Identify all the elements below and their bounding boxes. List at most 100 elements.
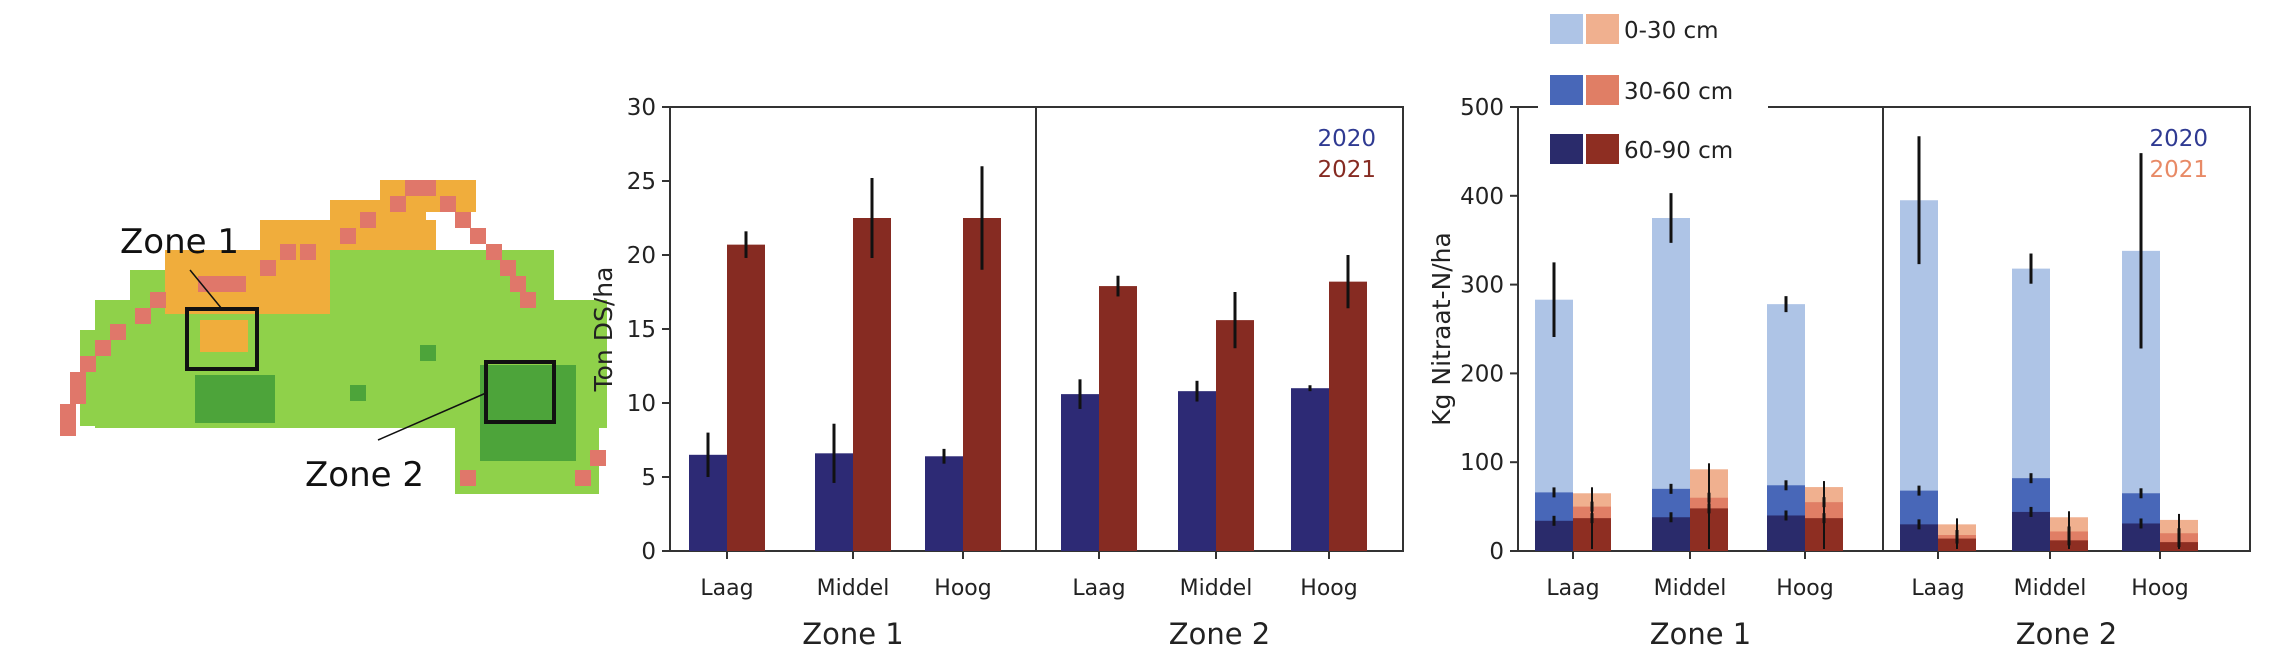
map-cell bbox=[111, 380, 127, 396]
map-cell bbox=[560, 365, 576, 381]
map-cell bbox=[510, 276, 526, 292]
map-cell bbox=[583, 382, 599, 398]
map-cell bbox=[519, 478, 535, 494]
map-cell bbox=[410, 266, 426, 282]
biomass-chart: 0 5 10 15 20 25 30 Ton DS/ha Laag Middel Hoog Laag M… bbox=[589, 95, 1404, 651]
map-cell bbox=[415, 380, 431, 396]
map-cell bbox=[346, 314, 362, 330]
map-cell bbox=[135, 308, 151, 324]
map-cell bbox=[127, 396, 143, 412]
legend-swatch-2020 bbox=[1550, 14, 1583, 44]
map-cell bbox=[528, 397, 544, 413]
map-cell bbox=[287, 364, 303, 380]
map-cell bbox=[60, 420, 76, 436]
group-label: Zone 2 bbox=[1169, 617, 1271, 651]
map-cell bbox=[528, 365, 544, 381]
map-cell bbox=[528, 381, 544, 397]
map-cell bbox=[378, 216, 394, 232]
map-cell bbox=[560, 445, 576, 461]
map-cell bbox=[544, 429, 560, 445]
y-tick-label: 15 bbox=[627, 317, 656, 343]
map-cell bbox=[583, 366, 599, 382]
map-cell bbox=[474, 266, 490, 282]
map-cell bbox=[474, 346, 490, 362]
map-cell bbox=[213, 250, 229, 266]
map-cell bbox=[442, 282, 458, 298]
map-cell bbox=[480, 429, 496, 445]
map-cell bbox=[420, 180, 436, 196]
map-cell bbox=[399, 412, 415, 428]
group-label: Zone 1 bbox=[1650, 617, 1752, 651]
map-cell bbox=[95, 340, 111, 356]
map-cell bbox=[474, 298, 490, 314]
map-cell bbox=[474, 330, 490, 346]
x-tick-label: Hoog bbox=[2131, 576, 2188, 601]
map-cell bbox=[583, 398, 599, 414]
stack-2020-layer2 bbox=[1535, 520, 1573, 551]
x-tick-label: Laag bbox=[1546, 576, 1599, 601]
map-cell bbox=[490, 330, 506, 346]
map-cell bbox=[458, 314, 474, 330]
map-cell bbox=[303, 332, 319, 348]
map-cell bbox=[399, 380, 415, 396]
map-cell bbox=[287, 380, 303, 396]
map-cell bbox=[216, 336, 232, 352]
x-tick-label: Laag bbox=[1911, 576, 1964, 601]
y-tick-label: 25 bbox=[627, 169, 656, 195]
map-cell bbox=[181, 250, 197, 266]
map-cell bbox=[506, 298, 522, 314]
legend-2020: 2020 bbox=[2149, 126, 2208, 152]
map-cell bbox=[458, 266, 474, 282]
y-tick-label: 30 bbox=[627, 95, 656, 121]
map-cell bbox=[340, 228, 356, 244]
bar-2021 bbox=[1216, 320, 1254, 551]
map-cell bbox=[271, 348, 287, 364]
map-cell bbox=[111, 364, 127, 380]
y-tick-label: 10 bbox=[627, 391, 656, 417]
depth-legend: 0-30 cm 30-60 cm 60-90 cm bbox=[1538, 5, 1768, 175]
map-cell bbox=[378, 346, 394, 362]
map-cell bbox=[490, 314, 506, 330]
map-cell bbox=[496, 445, 512, 461]
legend-swatch-2020 bbox=[1550, 134, 1583, 164]
map-cell bbox=[490, 346, 506, 362]
bar-2020 bbox=[1291, 388, 1329, 551]
map-cell bbox=[280, 244, 296, 260]
map-cell bbox=[500, 260, 516, 276]
map-cell bbox=[70, 372, 86, 388]
map-cell bbox=[335, 396, 351, 412]
map-cell bbox=[362, 298, 378, 314]
map-cell bbox=[303, 316, 319, 332]
map-cell bbox=[309, 266, 325, 282]
map-cell bbox=[431, 396, 447, 412]
legend-swatch-2021 bbox=[1586, 14, 1619, 44]
map-cell bbox=[535, 478, 551, 494]
map-cell bbox=[378, 330, 394, 346]
map-cell bbox=[415, 364, 431, 380]
map-cell bbox=[512, 365, 528, 381]
legend-label: 60-90 cm bbox=[1624, 138, 1733, 164]
map-cell bbox=[159, 316, 175, 332]
map-cell bbox=[111, 412, 127, 428]
map-cell bbox=[130, 286, 146, 302]
map-cell bbox=[538, 266, 554, 282]
x-tick-label: Middel bbox=[817, 576, 890, 601]
zone2-box bbox=[484, 360, 556, 424]
map-cell bbox=[111, 396, 127, 412]
map-cell bbox=[227, 375, 243, 391]
map-cell bbox=[143, 348, 159, 364]
map-cell bbox=[259, 391, 275, 407]
bar-2021 bbox=[1329, 281, 1367, 551]
map-cell bbox=[227, 407, 243, 423]
y-tick-label: 500 bbox=[1460, 95, 1504, 121]
map-cell bbox=[293, 266, 309, 282]
map-cell bbox=[362, 314, 378, 330]
map-cell bbox=[127, 364, 143, 380]
map-cell bbox=[551, 462, 567, 478]
map-cell bbox=[127, 412, 143, 428]
map-cell bbox=[260, 236, 276, 252]
map-cell bbox=[460, 196, 476, 212]
bar-2021 bbox=[963, 218, 1001, 551]
map-cell bbox=[346, 200, 362, 216]
map-cell bbox=[458, 250, 474, 266]
